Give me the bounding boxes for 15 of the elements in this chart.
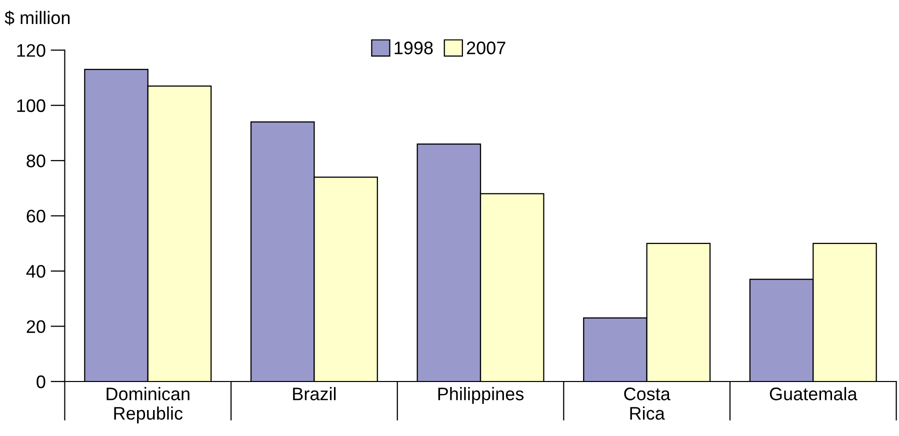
x-tick-label: Dominican Republic xyxy=(106,387,190,424)
y-tick-label: 80 xyxy=(26,154,46,168)
x-tick-label: Guatemala xyxy=(770,387,858,400)
x-tick-label: Brazil xyxy=(293,387,336,400)
x-tick-label: Philippines xyxy=(438,387,524,404)
x-tick-label: Costa Rica xyxy=(624,388,670,420)
y-tick-label: 120 xyxy=(17,44,46,57)
y-tick-label: 0 xyxy=(36,375,46,388)
legend-label: 2007 xyxy=(466,42,506,54)
y-tick-label: 100 xyxy=(17,99,46,112)
y-tick-label: 20 xyxy=(26,320,46,333)
y-tick-label: 60 xyxy=(26,210,46,223)
y-axis-title: $ million xyxy=(4,10,70,26)
y-tick-label: 40 xyxy=(26,264,46,278)
legend-label: 1998 xyxy=(394,42,433,54)
